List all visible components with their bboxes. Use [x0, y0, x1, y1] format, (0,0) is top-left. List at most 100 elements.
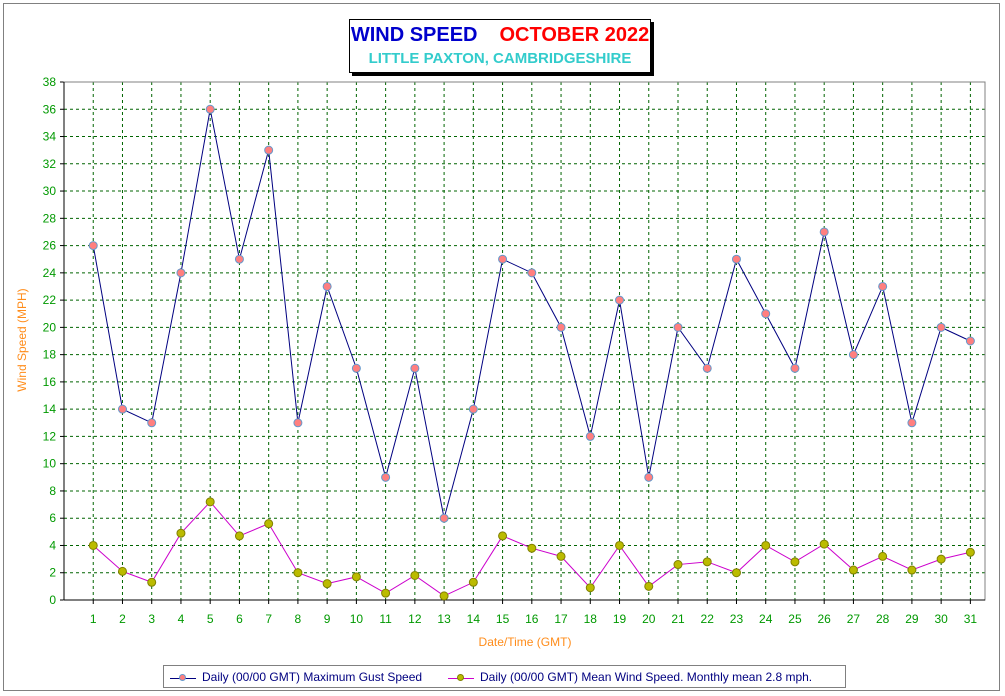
data-point-mean [761, 540, 771, 550]
data-point-mean [585, 583, 595, 593]
chart-title-box: WIND SPEED OCTOBER 2022 LITTLE PAXTON, CA… [349, 19, 651, 73]
data-point-mean [498, 531, 508, 541]
data-point-gust [439, 513, 449, 523]
x-axis-label: Date/Time (GMT) [478, 635, 572, 649]
data-point-gust [907, 418, 917, 428]
x-tick-label: 17 [554, 612, 568, 626]
y-tick-label: 20 [43, 320, 57, 334]
legend-mean-line-icon [448, 672, 474, 684]
chart-legend: Daily (00/00 GMT) Maximum Gust Speed Dai… [163, 665, 846, 688]
x-tick-label: 28 [876, 612, 890, 626]
y-tick-label: 32 [43, 157, 57, 171]
data-point-gust [673, 322, 683, 332]
x-tick-label: 10 [350, 612, 364, 626]
y-tick-label: 34 [43, 130, 57, 144]
y-tick-label: 18 [43, 348, 57, 362]
data-point-gust [205, 104, 215, 114]
y-tick-label: 4 [49, 538, 56, 552]
data-point-gust [176, 268, 186, 278]
data-point-gust [351, 363, 361, 373]
data-point-mean [644, 581, 654, 591]
data-point-mean [878, 551, 888, 561]
x-tick-label: 21 [671, 612, 685, 626]
y-tick-label: 38 [43, 75, 57, 89]
data-point-gust [878, 281, 888, 291]
data-point-gust [234, 254, 244, 264]
x-tick-label: 6 [236, 612, 243, 626]
x-tick-label: 27 [847, 612, 861, 626]
data-point-mean [556, 551, 566, 561]
data-point-gust [498, 254, 508, 264]
data-point-gust [293, 418, 303, 428]
data-point-gust [644, 472, 654, 482]
data-point-gust [117, 404, 127, 414]
data-point-mean [381, 588, 391, 598]
data-point-gust [381, 472, 391, 482]
x-tick-label: 23 [730, 612, 744, 626]
data-point-mean [351, 572, 361, 582]
y-tick-label: 30 [43, 184, 57, 198]
data-point-gust [819, 227, 829, 237]
data-point-mean [848, 565, 858, 575]
data-point-mean [117, 566, 127, 576]
data-point-gust [556, 322, 566, 332]
chart-title: WIND SPEED [350, 24, 478, 46]
x-tick-label: 7 [265, 612, 272, 626]
y-tick-label: 6 [49, 511, 56, 525]
x-tick-label: 9 [324, 612, 331, 626]
x-tick-label: 26 [818, 612, 832, 626]
x-tick-label: 31 [964, 612, 978, 626]
y-tick-label: 22 [43, 293, 57, 307]
y-tick-label: 36 [43, 102, 57, 116]
data-point-gust [761, 309, 771, 319]
chart-frame [3, 3, 1000, 691]
data-point-gust [468, 404, 478, 414]
data-point-mean [88, 540, 98, 550]
x-tick-label: 11 [379, 612, 392, 626]
x-tick-label: 20 [642, 612, 656, 626]
data-point-mean [819, 539, 829, 549]
x-tick-label: 5 [207, 612, 214, 626]
data-point-gust [731, 254, 741, 264]
y-tick-label: 12 [43, 429, 57, 443]
data-point-gust [702, 363, 712, 373]
x-tick-label: 2 [119, 612, 126, 626]
x-tick-label: 29 [905, 612, 919, 626]
x-tick-label: 8 [295, 612, 302, 626]
y-tick-label: 0 [49, 593, 56, 607]
data-point-mean [468, 577, 478, 587]
data-point-gust [322, 281, 332, 291]
data-point-gust [848, 350, 858, 360]
y-tick-label: 28 [43, 211, 57, 225]
legend-item-mean: Daily (00/00 GMT) Mean Wind Speed. Month… [448, 670, 812, 684]
x-tick-label: 14 [467, 612, 481, 626]
data-point-mean [205, 497, 215, 507]
data-point-gust [936, 322, 946, 332]
data-point-mean [410, 570, 420, 580]
plot-area-border [63, 81, 986, 601]
data-point-gust [527, 268, 537, 278]
data-point-mean [936, 554, 946, 564]
x-tick-label: 16 [525, 612, 539, 626]
data-point-mean [615, 540, 625, 550]
y-tick-label: 8 [49, 484, 56, 498]
y-tick-label: 26 [43, 239, 57, 253]
data-point-gust [410, 363, 420, 373]
data-point-mean [264, 519, 274, 529]
data-point-mean [234, 531, 244, 541]
data-point-gust [147, 418, 157, 428]
data-point-mean [965, 547, 975, 557]
x-tick-label: 25 [788, 612, 802, 626]
y-tick-label: 16 [43, 375, 57, 389]
y-tick-label: 10 [43, 457, 57, 471]
data-point-gust [790, 363, 800, 373]
data-point-mean [527, 543, 537, 553]
data-point-mean [702, 557, 712, 567]
data-point-mean [790, 557, 800, 567]
y-tick-label: 24 [43, 266, 57, 280]
data-point-mean [176, 528, 186, 538]
x-tick-label: 15 [496, 612, 510, 626]
x-tick-label: 12 [408, 612, 422, 626]
x-tick-label: 1 [90, 612, 97, 626]
